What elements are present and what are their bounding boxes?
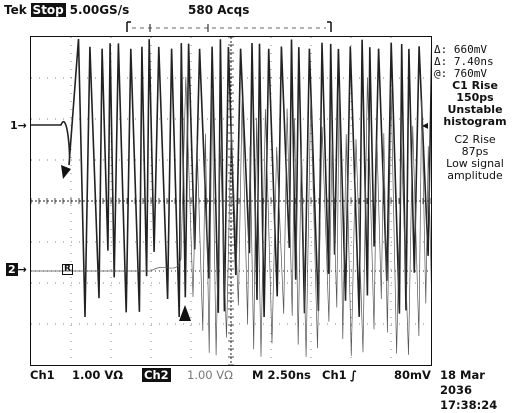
ch2-label[interactable]: Ch2: [142, 368, 171, 382]
c1-measure-label: C1 Rise: [452, 79, 498, 92]
waveform-display[interactable]: [30, 36, 432, 366]
cursor-triangle-icon: [61, 165, 71, 179]
arrow-right-icon: →: [17, 263, 27, 276]
trigger-level[interactable]: 80mV: [394, 368, 431, 382]
c1-measure-value: 150ps: [456, 91, 494, 104]
reference-marker[interactable]: R: [62, 264, 73, 275]
cursor-delta-voltage: Δ: 660mV: [434, 43, 487, 56]
waveform-traces: [31, 38, 431, 357]
trigger-source[interactable]: Ch1: [322, 368, 347, 382]
record-bracket-icon: [126, 21, 332, 32]
run-state-badge[interactable]: Stop: [30, 3, 66, 17]
cursor-delta-time: Δ: 7.40ns: [434, 55, 494, 68]
ch1-scale[interactable]: 1.00 VΩ: [72, 368, 124, 382]
timebase[interactable]: M 2.50ns: [252, 368, 311, 382]
ch2-scale[interactable]: 1.00 VΩ: [187, 368, 233, 382]
cursor-at-voltage: @: 760mV: [434, 67, 487, 80]
waveform-canvas: [31, 37, 431, 365]
trigger-level-arrow-icon: ◂: [422, 118, 429, 132]
c1-measure-status-detail: histogram: [443, 115, 507, 128]
c2-measure-status: Low signal: [446, 157, 504, 170]
acquisition-count: 580 Acqs: [188, 3, 250, 17]
trigger-slope-icon: ∫: [350, 368, 358, 382]
brand-label: Tek: [4, 3, 27, 17]
sample-rate: 5.00GS/s: [69, 3, 130, 17]
ch1-marker[interactable]: 1→: [10, 119, 27, 132]
ch2-trace: [31, 76, 431, 357]
c2-measure-label: C2 Rise: [454, 133, 496, 146]
timestamp: 18 Mar 2036 17:38:24: [440, 368, 519, 413]
record-position-indicator[interactable]: [124, 18, 334, 32]
cursor-marks: [61, 165, 191, 321]
time-label: 17:38:24: [440, 398, 498, 412]
c2-measure-value: 87ps: [461, 145, 489, 158]
c2-measure-status-detail: amplitude: [447, 169, 503, 182]
date-label: 18 Mar 2036: [440, 368, 485, 397]
c1-measure-status: Unstable: [447, 103, 503, 116]
ch2-marker[interactable]: 2 →: [6, 263, 27, 276]
status-bar: Tek Stop 5.00GS/s: [4, 2, 129, 18]
ch1-trace: [31, 38, 431, 318]
cursor-triangle-icon: [179, 305, 191, 321]
arrow-right-icon: →: [17, 119, 27, 132]
ch1-label[interactable]: Ch1: [30, 368, 55, 382]
measurement-readouts: Δ: 660mV Δ: 7.40ns @: 760mV C1 Rise 150p…: [432, 44, 518, 182]
